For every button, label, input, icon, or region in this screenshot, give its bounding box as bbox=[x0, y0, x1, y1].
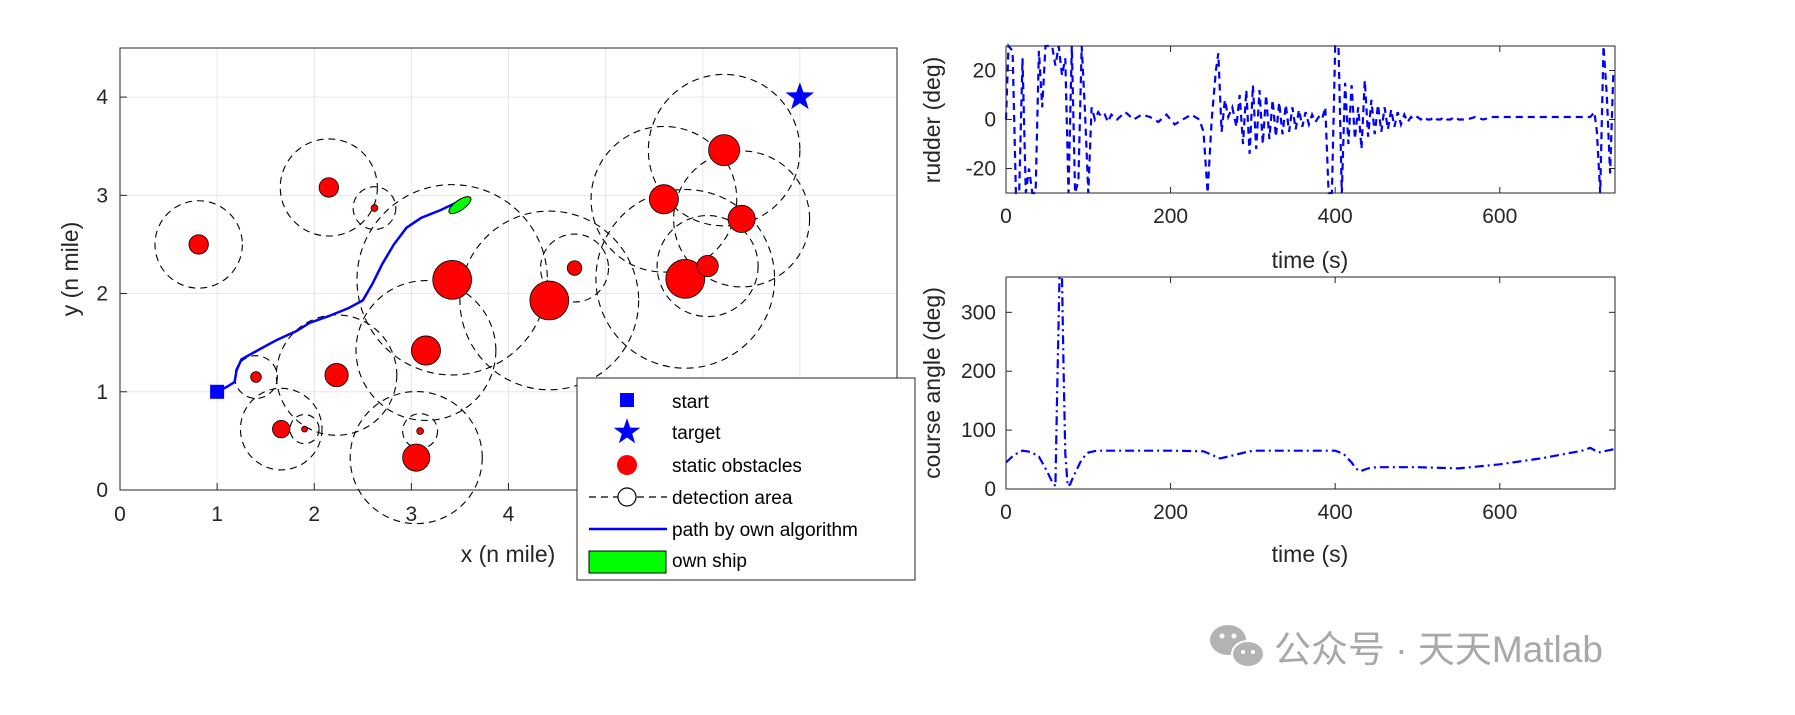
static-obstacle bbox=[566, 260, 583, 276]
legend-detection-symbol bbox=[617, 487, 637, 507]
rudder-y-axis-label: rudder (deg) bbox=[919, 57, 945, 184]
static-obstacle bbox=[324, 363, 349, 388]
course-angle-plot: 0 200 400 600 0 100 200 300 time (s) course ang… bbox=[919, 275, 1616, 567]
detection-area-circle bbox=[459, 210, 640, 391]
static-obstacle bbox=[727, 204, 756, 233]
x-tick-label: 4 bbox=[503, 503, 515, 526]
static-obstacle bbox=[370, 204, 379, 212]
legend-path-label: path by own algorithm bbox=[672, 520, 858, 541]
left-y-axis-label: y (n mile) bbox=[57, 222, 83, 317]
y-tick-label: 200 bbox=[961, 360, 996, 383]
legend-obstacle-label: static obstacles bbox=[672, 456, 802, 477]
target-marker bbox=[785, 82, 815, 110]
x-tick-label: 0 bbox=[1000, 501, 1012, 524]
x-tick-label: 0 bbox=[114, 503, 126, 526]
static-obstacle bbox=[318, 177, 339, 198]
x-tick-label: 1 bbox=[211, 503, 223, 526]
detection-area-circle bbox=[275, 314, 398, 436]
x-tick-label: 400 bbox=[1318, 501, 1353, 524]
rudder-x-axis-label: time (s) bbox=[1272, 247, 1349, 273]
legend-ship-symbol bbox=[588, 550, 667, 574]
detection-area-circle bbox=[356, 184, 548, 376]
y-tick-label: 1 bbox=[96, 381, 108, 404]
watermark-text: 公众号 · 天天Matlab bbox=[1274, 629, 1603, 670]
x-tick-label: 600 bbox=[1482, 501, 1517, 524]
detection-area-circle bbox=[154, 200, 243, 289]
legend-ship-label: own ship bbox=[672, 551, 747, 572]
y-tick-label: 4 bbox=[96, 86, 108, 109]
static-obstacle bbox=[301, 425, 308, 433]
legend-target-label: target bbox=[672, 423, 721, 444]
static-obstacle bbox=[188, 234, 209, 255]
y-tick-label: 2 bbox=[96, 283, 108, 306]
static-obstacle bbox=[665, 258, 706, 299]
y-tick-label: 20 bbox=[973, 60, 996, 83]
static-obstacle bbox=[648, 184, 679, 215]
static-obstacle bbox=[416, 427, 424, 435]
rudder-plot: 0 200 400 600 -20 0 20 time (s) rudder (deg) bbox=[919, 43, 1616, 273]
detection-area-circle bbox=[349, 390, 483, 525]
static-obstacle bbox=[696, 254, 719, 278]
path-plot: 01234567801234 x (n mile) y (n mile) sta… bbox=[57, 47, 916, 581]
legend: start target static obstacles detection … bbox=[576, 377, 916, 581]
start-marker bbox=[210, 384, 225, 399]
course-x-axis-label: time (s) bbox=[1272, 541, 1349, 567]
x-tick-label: 600 bbox=[1482, 205, 1517, 228]
static-obstacle bbox=[432, 259, 472, 300]
course-series-line bbox=[1005, 275, 1616, 490]
detection-area-circle bbox=[540, 233, 610, 303]
legend-target-symbol bbox=[613, 418, 641, 444]
left-x-axis-label: x (n mile) bbox=[461, 541, 556, 567]
y-tick-label: 100 bbox=[961, 419, 996, 442]
course-plot-area bbox=[1006, 277, 1615, 489]
watermark: 公众号 · 天天Matlab bbox=[1210, 625, 1603, 670]
static-obstacle bbox=[402, 443, 431, 472]
y-tick-label: -20 bbox=[966, 158, 996, 181]
static-obstacle bbox=[529, 280, 570, 321]
legend-detection-label: detection area bbox=[672, 488, 793, 509]
y-tick-label: 300 bbox=[961, 301, 996, 324]
legend-start-symbol bbox=[620, 393, 634, 407]
x-tick-label: 400 bbox=[1318, 205, 1353, 228]
wechat-icon bbox=[1210, 625, 1265, 668]
y-tick-label: 0 bbox=[96, 479, 108, 502]
y-tick-label: 3 bbox=[96, 184, 108, 207]
legend-start-label: start bbox=[672, 392, 710, 413]
legend-box bbox=[576, 377, 916, 581]
static-obstacle bbox=[250, 371, 262, 383]
detection-area-circle bbox=[289, 413, 320, 445]
static-obstacle bbox=[410, 335, 441, 366]
own-path-line bbox=[216, 202, 456, 393]
y-tick-label: 0 bbox=[984, 478, 996, 501]
detection-area-circle bbox=[656, 214, 759, 318]
x-tick-label: 2 bbox=[308, 503, 320, 526]
rudder-plot-area bbox=[1006, 46, 1615, 193]
detection-area-circle bbox=[279, 138, 378, 237]
detection-area-circle bbox=[239, 387, 323, 471]
course-axes-box bbox=[1005, 276, 1616, 490]
course-y-axis-label: course angle (deg) bbox=[919, 287, 945, 479]
static-obstacle bbox=[708, 134, 741, 167]
detection-area-circle bbox=[673, 150, 811, 288]
x-tick-label: 200 bbox=[1153, 205, 1188, 228]
own-ship-marker bbox=[448, 196, 472, 215]
x-tick-label: 200 bbox=[1153, 501, 1188, 524]
legend-obstacle-symbol bbox=[617, 455, 637, 475]
x-tick-label: 3 bbox=[406, 503, 418, 526]
static-obstacle bbox=[272, 419, 291, 439]
y-tick-label: 0 bbox=[984, 109, 996, 132]
detection-area-circle bbox=[590, 125, 738, 273]
x-tick-label: 0 bbox=[1000, 205, 1012, 228]
detection-area-circle bbox=[355, 280, 497, 422]
detection-area-circle bbox=[647, 73, 801, 227]
detection-area-circle bbox=[352, 186, 397, 231]
